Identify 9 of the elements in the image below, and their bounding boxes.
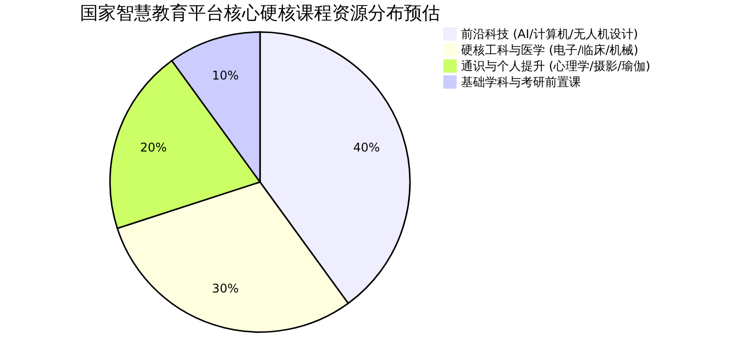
data-label: 40%	[353, 140, 380, 154]
legend-label: 前沿科技 (AI/计算机/无人机设计)	[461, 27, 638, 41]
data-label: 20%	[140, 140, 167, 154]
chart-title: 国家智慧教育平台核心硬核课程资源分布预估	[80, 3, 440, 24]
legend-label: 通识与个人提升 (心理学/摄影/瑜伽)	[461, 59, 650, 73]
legend-label: 基础学科与考研前置课	[461, 75, 581, 89]
legend-label: 硬核工科与医学 (电子/临床/机械)	[461, 43, 638, 57]
data-label: 10%	[212, 68, 239, 82]
data-label: 30%	[212, 282, 239, 296]
